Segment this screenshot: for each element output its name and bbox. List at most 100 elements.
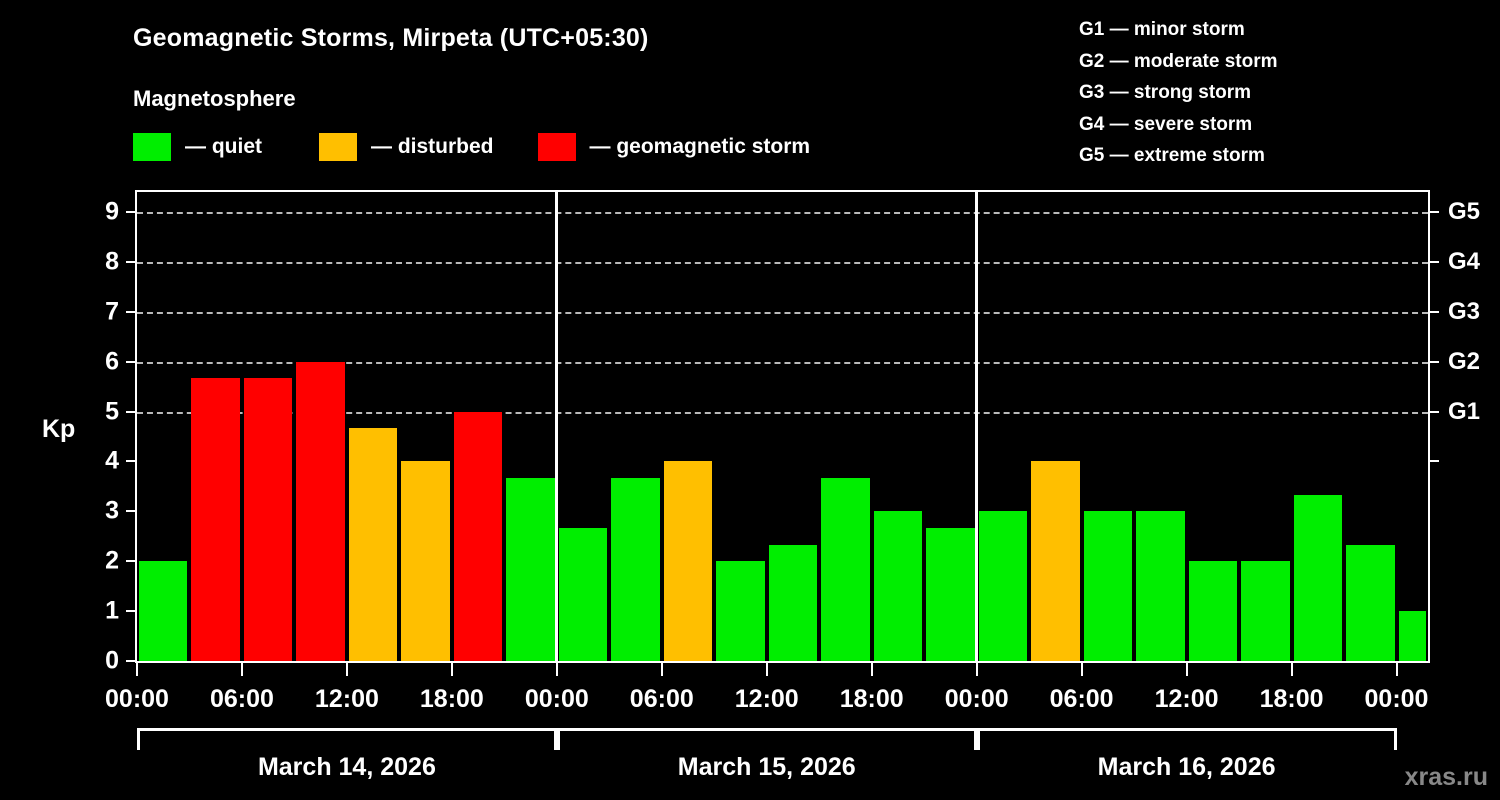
bar[interactable] <box>243 378 293 661</box>
day-label: March 14, 2026 <box>257 753 436 781</box>
y-tick-mark-7 <box>126 310 137 313</box>
g-scale-row-g5: G5 — extreme storm <box>1079 145 1265 166</box>
legend-item-storm: — geomagnetic storm <box>537 133 810 161</box>
gridline-kp-8 <box>137 261 1428 264</box>
x-tick-mark <box>975 663 978 676</box>
bar[interactable] <box>558 527 608 661</box>
y-tick-mark-8 <box>126 260 137 263</box>
bar[interactable] <box>506 477 555 661</box>
legend-swatch-disturbed <box>319 133 357 161</box>
bar[interactable] <box>191 378 240 661</box>
y-tick-mark-2 <box>126 560 137 563</box>
g-tick-mark-g3 <box>1428 310 1439 313</box>
x-tick-label: 12:00 <box>734 685 799 713</box>
bar[interactable] <box>1241 561 1290 661</box>
x-tick-label: 06:00 <box>629 685 694 713</box>
bar[interactable] <box>1083 511 1133 661</box>
bar[interactable] <box>611 477 660 661</box>
bar[interactable] <box>1188 561 1238 661</box>
x-tick-mark <box>1290 663 1293 676</box>
x-tick-label: 00:00 <box>944 685 1009 713</box>
bar[interactable] <box>348 428 398 661</box>
day-separator-1 <box>555 192 559 661</box>
gridline-kp-5 <box>137 411 1428 414</box>
bar[interactable] <box>716 561 765 661</box>
bar[interactable] <box>978 511 1028 661</box>
bar[interactable] <box>821 477 870 661</box>
bar[interactable] <box>453 411 503 661</box>
legend-item-disturbed: — disturbed <box>319 133 494 161</box>
day-bracket <box>137 728 557 750</box>
legend-swatch-storm <box>537 133 576 161</box>
gridline-kp-7 <box>137 311 1428 314</box>
day-separator-2 <box>975 192 979 661</box>
y-tick-mark-1 <box>126 610 137 613</box>
y-tick-label-1: 1 <box>105 596 119 625</box>
bar[interactable] <box>1031 461 1080 661</box>
g-tick-mark-minor <box>1428 460 1439 463</box>
g-scale-legend: G1 — minor storm G2 — moderate storm G3 … <box>1079 14 1278 172</box>
x-tick-mark <box>1080 663 1083 676</box>
g-tick-mark-g5 <box>1428 210 1439 213</box>
legend-label-quiet: — quiet <box>185 135 262 158</box>
x-tick-mark <box>345 663 348 676</box>
legend-label-disturbed: — disturbed <box>371 135 494 158</box>
x-tick-mark <box>240 663 243 676</box>
x-tick-label: 18:00 <box>419 685 484 713</box>
x-tick-mark <box>660 663 663 676</box>
bar[interactable] <box>768 544 818 661</box>
x-tick-label: 00:00 <box>1364 685 1429 713</box>
y-tick-mark-6 <box>126 360 137 363</box>
g-scale-row-g2: G2 — moderate storm <box>1079 50 1278 72</box>
bar[interactable] <box>401 461 450 661</box>
x-tick-mark <box>136 663 138 676</box>
g-tick-mark-g4 <box>1428 260 1439 263</box>
g-scale-row-g3: G3 — strong storm <box>1079 82 1252 103</box>
g-tick-label-g4: G4 <box>1448 247 1481 275</box>
y-tick-label-9: 9 <box>105 197 119 226</box>
x-tick-label: 06:00 <box>1049 685 1114 713</box>
bar[interactable] <box>1398 611 1426 661</box>
y-tick-label-4: 4 <box>105 446 119 475</box>
bar[interactable] <box>1346 544 1395 661</box>
y-tick-mark-4 <box>126 460 137 463</box>
x-tick-mark <box>1185 663 1188 676</box>
bar[interactable] <box>296 361 345 661</box>
bar[interactable] <box>926 527 975 661</box>
y-tick-mark-3 <box>126 510 137 513</box>
y-tick-label-3: 3 <box>105 496 119 525</box>
y-tick-label-0: 0 <box>105 646 119 675</box>
x-tick-mark <box>1395 663 1398 676</box>
g-tick-label-g1: G1 <box>1448 397 1481 425</box>
g-tick-label-g5: G5 <box>1448 197 1481 225</box>
color-legend: — quiet — disturbed — geomagnetic storm <box>133 133 810 161</box>
bar[interactable] <box>873 511 923 661</box>
gridline-kp-9 <box>137 211 1428 214</box>
plot-inner <box>137 192 1428 661</box>
x-tick-label: 12:00 <box>1154 685 1219 713</box>
bar[interactable] <box>1136 511 1185 661</box>
x-tick-mark <box>450 663 453 676</box>
y-tick-mark-9 <box>126 210 137 213</box>
y-tick-label-2: 2 <box>105 546 119 575</box>
x-tick-label: 00:00 <box>105 685 169 713</box>
y-tick-label-6: 6 <box>105 347 119 376</box>
y-tick-label-8: 8 <box>105 247 119 276</box>
day-bracket <box>556 728 977 750</box>
page-title: Geomagnetic Storms, Mirpeta (UTC+05:30) <box>133 24 649 52</box>
bar[interactable] <box>663 461 713 661</box>
y-axis-title: Kp <box>42 415 76 443</box>
x-tick-mark <box>555 663 558 676</box>
gridline-kp-6 <box>137 361 1428 364</box>
day-bracket <box>976 728 1397 750</box>
plot-area <box>135 190 1430 663</box>
x-tick-label: 00:00 <box>524 685 589 713</box>
bar[interactable] <box>1293 494 1343 661</box>
g-tick-mark-g1 <box>1428 410 1439 413</box>
g-scale-row-g1: G1 — minor storm <box>1079 19 1245 40</box>
x-tick-mark <box>870 663 873 676</box>
bar[interactable] <box>139 561 188 661</box>
g-tick-label-g2: G2 <box>1448 347 1481 375</box>
g-tick-label-g3: G3 <box>1448 297 1481 325</box>
day-label: March 15, 2026 <box>677 753 856 781</box>
